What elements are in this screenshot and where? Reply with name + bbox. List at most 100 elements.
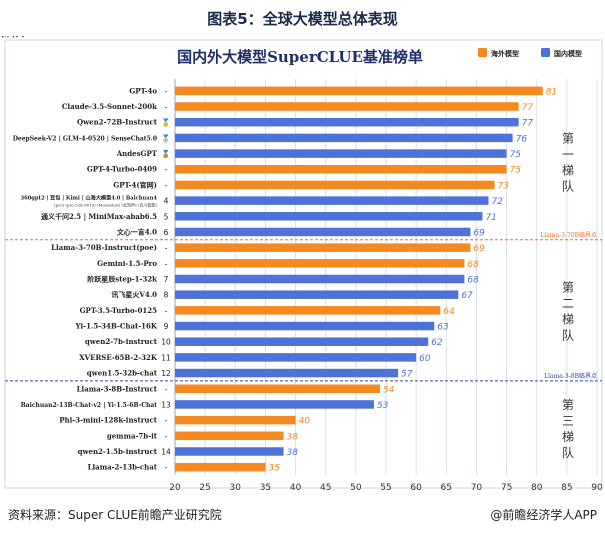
x-tick-label: 85: [561, 483, 572, 493]
x-tick-label: 40: [290, 483, 302, 493]
row-label: GPT-4o: [129, 86, 157, 95]
row-label: qwen2-1.5b-instruct: [78, 447, 158, 456]
rank-marker: 8: [164, 291, 169, 300]
bar: [175, 306, 441, 315]
rank-marker: 🥉: [161, 150, 170, 159]
bar-value-label: 60: [419, 354, 431, 364]
row-label: Llama-2-13b-chat: [88, 463, 158, 472]
rank-marker: 11: [161, 353, 171, 362]
x-tick-label: 45: [320, 483, 331, 493]
bar-value-label: 72: [491, 197, 503, 207]
bar-value-label: 69: [473, 244, 485, 254]
bar-value-label: 81: [546, 87, 557, 97]
row-label: Llama-3-8B-Instruct: [77, 384, 158, 393]
rank-marker: 12: [161, 369, 171, 378]
bar-value-label: 57: [401, 370, 413, 380]
chart-title: 国内外大模型SuperCLUE基准榜单: [177, 48, 423, 66]
bar-value-label: 71: [485, 213, 496, 223]
rank-marker: -: [165, 244, 168, 253]
rank-marker: -: [165, 385, 168, 394]
bar-value-label: 62: [431, 338, 443, 348]
bar: [175, 149, 507, 158]
row-label: GPT-4(官网): [113, 180, 157, 189]
row-label: 讯飞星火V4.0: [111, 290, 157, 299]
bar-value-label: 63: [437, 323, 449, 333]
bar-value-label: 75: [510, 150, 522, 160]
bar-value-label: 54: [383, 385, 395, 395]
bar: [175, 368, 399, 378]
x-tick-label: 55: [380, 483, 391, 493]
row-label: gemma-7b-it: [107, 431, 158, 440]
bar: [175, 353, 417, 362]
x-tick-label: 75: [501, 483, 512, 493]
chart-legend: 海外模型 国内模型: [478, 48, 582, 58]
bar: [175, 212, 483, 221]
rank-marker: -: [165, 259, 168, 268]
bar-value-label: 38: [287, 432, 299, 442]
source-note: 资料来源：Super CLUE前瞻产业研究院: [8, 508, 222, 522]
bar: [175, 384, 380, 394]
x-tick-label: 70: [471, 483, 483, 493]
rank-marker: -: [165, 463, 168, 472]
rank-marker: -: [165, 432, 168, 441]
legend-swatch: [541, 48, 550, 57]
row-sublabel: (pro) (pro-32k-0615) (Moonshot) (云知声) (百…: [54, 202, 157, 208]
bar-value-label: 73: [498, 181, 510, 191]
bar-value-label: 75: [510, 166, 522, 176]
rank-marker: -: [165, 165, 168, 174]
superclue-bar-chart: 国内外大模型SuperCLUE基准榜单 海外模型 国内模型 20 25 30 35 40 4…: [0, 36, 605, 501]
rank-marker: -: [165, 181, 168, 190]
bar: [175, 102, 519, 111]
tier-boundary-label: Llama-3-70B临界点: [540, 231, 597, 239]
rank-marker: -: [165, 103, 168, 112]
bar: [175, 321, 435, 331]
legend-swatch: [478, 48, 487, 57]
rank-marker: 13: [161, 400, 171, 409]
row-label: Llama-3-70B-Instruct(poe): [51, 243, 157, 252]
bar: [175, 259, 465, 268]
bar: [175, 196, 489, 205]
bar-value-label: 38: [287, 448, 299, 458]
x-tick-label: 50: [350, 483, 362, 493]
row-label: AndesGPT: [116, 149, 158, 158]
rank-marker: -: [165, 87, 168, 96]
bar-value-label: 76: [516, 134, 528, 144]
rank-marker: -: [165, 306, 168, 315]
x-tick-label: 30: [230, 483, 242, 493]
row-label: Gemini-1.5-Pro: [97, 259, 157, 268]
bar: [175, 133, 513, 143]
chart-border: [4, 39, 603, 489]
bar-value-label: 64: [443, 307, 455, 317]
bar: [175, 462, 266, 472]
row-label: Baichuan2-13B-Chat-v2 | Yi-1.5-6B-Chat: [21, 402, 158, 409]
x-tick-label: 20: [169, 483, 181, 493]
figure-title: 图表5：全球大模型总体表现: [207, 10, 398, 28]
row-label: DeepSeek-V2 | GLM-4-0520 | SenseChat5.0: [13, 135, 157, 142]
bar: [175, 290, 459, 299]
rank-marker: 9: [164, 322, 169, 331]
chart-background: [0, 36, 605, 501]
x-tick-label: 90: [591, 483, 603, 493]
row-label: Claude-3.5-Sonnet-200k: [62, 102, 157, 111]
rank-marker: 5: [164, 212, 169, 221]
tier-boundary-label: Llama-3-8B临界点: [544, 372, 597, 380]
bar: [175, 274, 465, 284]
bar-value-label: 53: [377, 401, 389, 411]
x-tick-label: 25: [199, 483, 210, 493]
bar: [175, 431, 284, 441]
bar: [175, 337, 429, 346]
rank-marker: 6: [164, 228, 169, 237]
bar-value-label: 68: [467, 260, 479, 270]
bar-value-label: 68: [467, 276, 479, 286]
bar-value-label: 77: [522, 103, 534, 113]
bar-value-label: 69: [473, 228, 485, 238]
rank-marker: 🏅: [161, 118, 170, 127]
bar: [175, 415, 296, 425]
bar: [175, 243, 471, 252]
bar: [175, 227, 471, 237]
rank-marker: 🥈: [161, 134, 170, 143]
row-label: XVERSE-65B-2-32K: [79, 353, 158, 362]
bar-value-label: 77: [522, 119, 534, 129]
row-label: qwen1.5-32b-chat: [87, 369, 158, 378]
row-label: qwen2-7b-instruct: [85, 337, 158, 346]
